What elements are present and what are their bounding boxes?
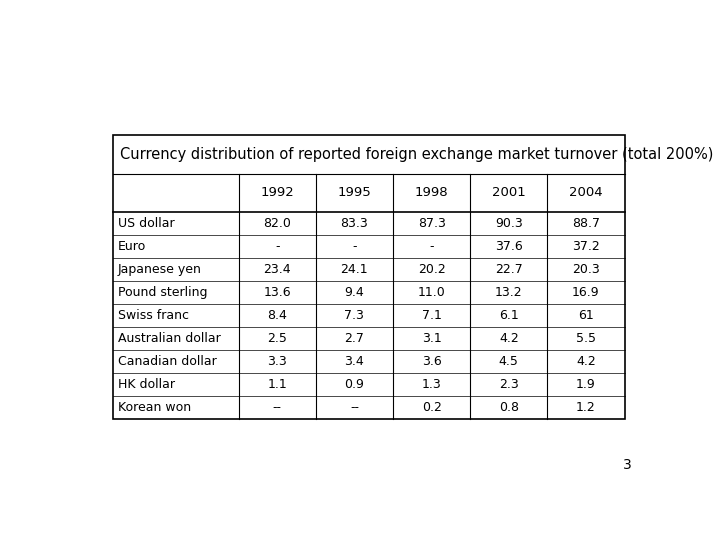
Text: 8.4: 8.4 — [267, 309, 287, 322]
Text: 1992: 1992 — [261, 186, 294, 199]
Text: 61: 61 — [578, 309, 594, 322]
Text: 1.1: 1.1 — [267, 378, 287, 391]
Text: Canadian dollar: Canadian dollar — [118, 355, 217, 368]
Text: 2.3: 2.3 — [499, 378, 518, 391]
Text: 22.7: 22.7 — [495, 263, 523, 276]
Text: 83.3: 83.3 — [341, 217, 369, 230]
Text: Pound sterling: Pound sterling — [118, 286, 207, 299]
Text: 11.0: 11.0 — [418, 286, 446, 299]
Text: 7.3: 7.3 — [344, 309, 364, 322]
Text: 7.1: 7.1 — [422, 309, 441, 322]
Text: 13.2: 13.2 — [495, 286, 523, 299]
Text: 0.8: 0.8 — [499, 401, 519, 414]
Text: 20.3: 20.3 — [572, 263, 600, 276]
Text: 1995: 1995 — [338, 186, 372, 199]
Text: 82.0: 82.0 — [264, 217, 291, 230]
Text: 6.1: 6.1 — [499, 309, 518, 322]
Text: 4.5: 4.5 — [499, 355, 518, 368]
Text: 2.5: 2.5 — [267, 332, 287, 345]
Text: 90.3: 90.3 — [495, 217, 523, 230]
Text: 20.2: 20.2 — [418, 263, 446, 276]
Text: 13.6: 13.6 — [264, 286, 291, 299]
Text: 16.9: 16.9 — [572, 286, 600, 299]
Text: 88.7: 88.7 — [572, 217, 600, 230]
Text: Australian dollar: Australian dollar — [118, 332, 220, 345]
Text: 4.2: 4.2 — [499, 332, 518, 345]
Text: 3: 3 — [623, 458, 631, 472]
Text: 9.4: 9.4 — [345, 286, 364, 299]
Text: 1.2: 1.2 — [576, 401, 596, 414]
Text: --: -- — [273, 401, 282, 414]
Text: US dollar: US dollar — [118, 217, 174, 230]
Text: Euro: Euro — [118, 240, 146, 253]
Text: 37.6: 37.6 — [495, 240, 523, 253]
Text: 2004: 2004 — [570, 186, 603, 199]
Text: --: -- — [350, 401, 359, 414]
Text: 1.3: 1.3 — [422, 378, 441, 391]
Text: -: - — [275, 240, 279, 253]
Text: 3.6: 3.6 — [422, 355, 441, 368]
Text: 37.2: 37.2 — [572, 240, 600, 253]
Text: Korean won: Korean won — [118, 401, 191, 414]
Text: -: - — [429, 240, 434, 253]
Text: Japanese yen: Japanese yen — [118, 263, 202, 276]
Text: 1.9: 1.9 — [576, 378, 596, 391]
Text: 5.5: 5.5 — [576, 332, 596, 345]
Text: HK dollar: HK dollar — [118, 378, 175, 391]
Text: 1998: 1998 — [415, 186, 449, 199]
Text: 3.4: 3.4 — [345, 355, 364, 368]
Text: 4.2: 4.2 — [576, 355, 596, 368]
Text: Swiss franc: Swiss franc — [118, 309, 189, 322]
Text: -: - — [352, 240, 356, 253]
Text: 3.1: 3.1 — [422, 332, 441, 345]
Text: 24.1: 24.1 — [341, 263, 368, 276]
Text: 2.7: 2.7 — [344, 332, 364, 345]
Text: 23.4: 23.4 — [264, 263, 291, 276]
Text: 2001: 2001 — [492, 186, 526, 199]
Text: Currency distribution of reported foreign exchange market turnover (total 200%): Currency distribution of reported foreig… — [120, 147, 714, 162]
Text: 0.9: 0.9 — [344, 378, 364, 391]
Text: 3.3: 3.3 — [267, 355, 287, 368]
Text: 87.3: 87.3 — [418, 217, 446, 230]
Bar — [114, 136, 624, 419]
Text: 0.2: 0.2 — [422, 401, 441, 414]
